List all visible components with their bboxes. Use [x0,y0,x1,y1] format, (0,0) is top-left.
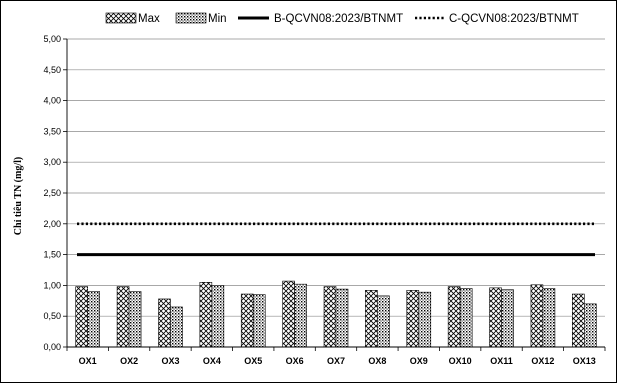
x-tick-label: OX4 [203,356,221,366]
bar-max-ox6 [282,280,295,348]
bar-min-ox1 [87,291,100,348]
bar-min-ox6 [294,283,307,348]
bar-min-ox7 [335,288,349,348]
x-tick-label: OX12 [531,356,554,366]
x-tick-label: OX8 [368,356,386,366]
y-tick-label: 0,50 [43,311,61,321]
y-axis-label: Chỉ tiêu TN (mg/l) [13,157,24,235]
y-tick-label: 3,50 [43,126,61,136]
bar-max-ox5 [240,293,254,348]
y-tick-label: 3,00 [43,157,61,167]
y-tick-label: 4,00 [43,96,61,106]
bar-max-ox10 [447,286,461,348]
bar-min-ox3 [170,306,183,348]
y-tick-label: 2,50 [43,188,61,198]
x-tick-label: OX9 [410,356,428,366]
y-tick-label: 2,00 [43,219,61,229]
bar-max-ox4 [199,282,213,348]
y-tick-label: 5,00 [43,34,61,44]
bar-min-ox4 [211,285,225,348]
axes: 0,00 0,50 1,00 1,50 2,00 2,50 3,00 3,50 4,00 4,50… [43,34,606,366]
bar-max-ox13 [572,293,585,348]
x-tick-label: OX3 [161,356,179,366]
legend-label-b-line: B-QCVN08:2023/BTNMT [274,13,403,25]
bar-min-ox2 [128,291,142,348]
bar-max-ox8 [365,290,378,348]
x-tick-label: OX1 [79,356,97,366]
bar-max-ox7 [323,286,337,348]
reference-lines [77,222,595,257]
legend: Max Min B-QCVN08:2023/BTNMT C-QCVN08:202… [105,12,579,25]
bar-max-ox2 [116,286,130,348]
bar-max-ox12 [530,284,544,348]
legend-swatch-max [105,12,137,24]
bar-min-ox8 [377,295,390,348]
bar-min-ox11 [501,289,514,348]
x-tick-label: OX2 [120,356,138,366]
bar-min-ox9 [418,291,432,348]
bar-max-ox11 [489,287,502,348]
y-tick-label: 1,50 [43,250,61,260]
x-tick-label: OX10 [449,356,472,366]
bars [75,280,597,348]
grid-layer [67,38,605,317]
y-tick-label: 0,00 [43,342,61,352]
x-tick-label: OX7 [327,356,345,366]
bar-max-ox9 [406,290,420,348]
legend-label-min: Min [208,13,227,25]
x-tick-label: OX5 [244,356,262,366]
x-tick-label: OX11 [490,356,513,366]
bar-min-ox5 [252,294,266,348]
legend-label-c-line: C-QCVN08:2023/BTNMT [449,13,579,25]
x-tick-label: OX13 [573,356,596,366]
bar-min-ox10 [459,288,473,348]
legend-label-max: Max [138,13,160,25]
y-tick-label: 4,50 [43,65,61,75]
y-tick-label: 1,00 [43,280,61,290]
bar-min-ox12 [542,288,556,348]
bar-max-ox3 [158,298,171,348]
bar-max-ox1 [75,286,88,348]
x-tick-label: OX6 [286,356,304,366]
bar-min-ox13 [584,303,597,348]
legend-swatch-min [175,12,207,24]
